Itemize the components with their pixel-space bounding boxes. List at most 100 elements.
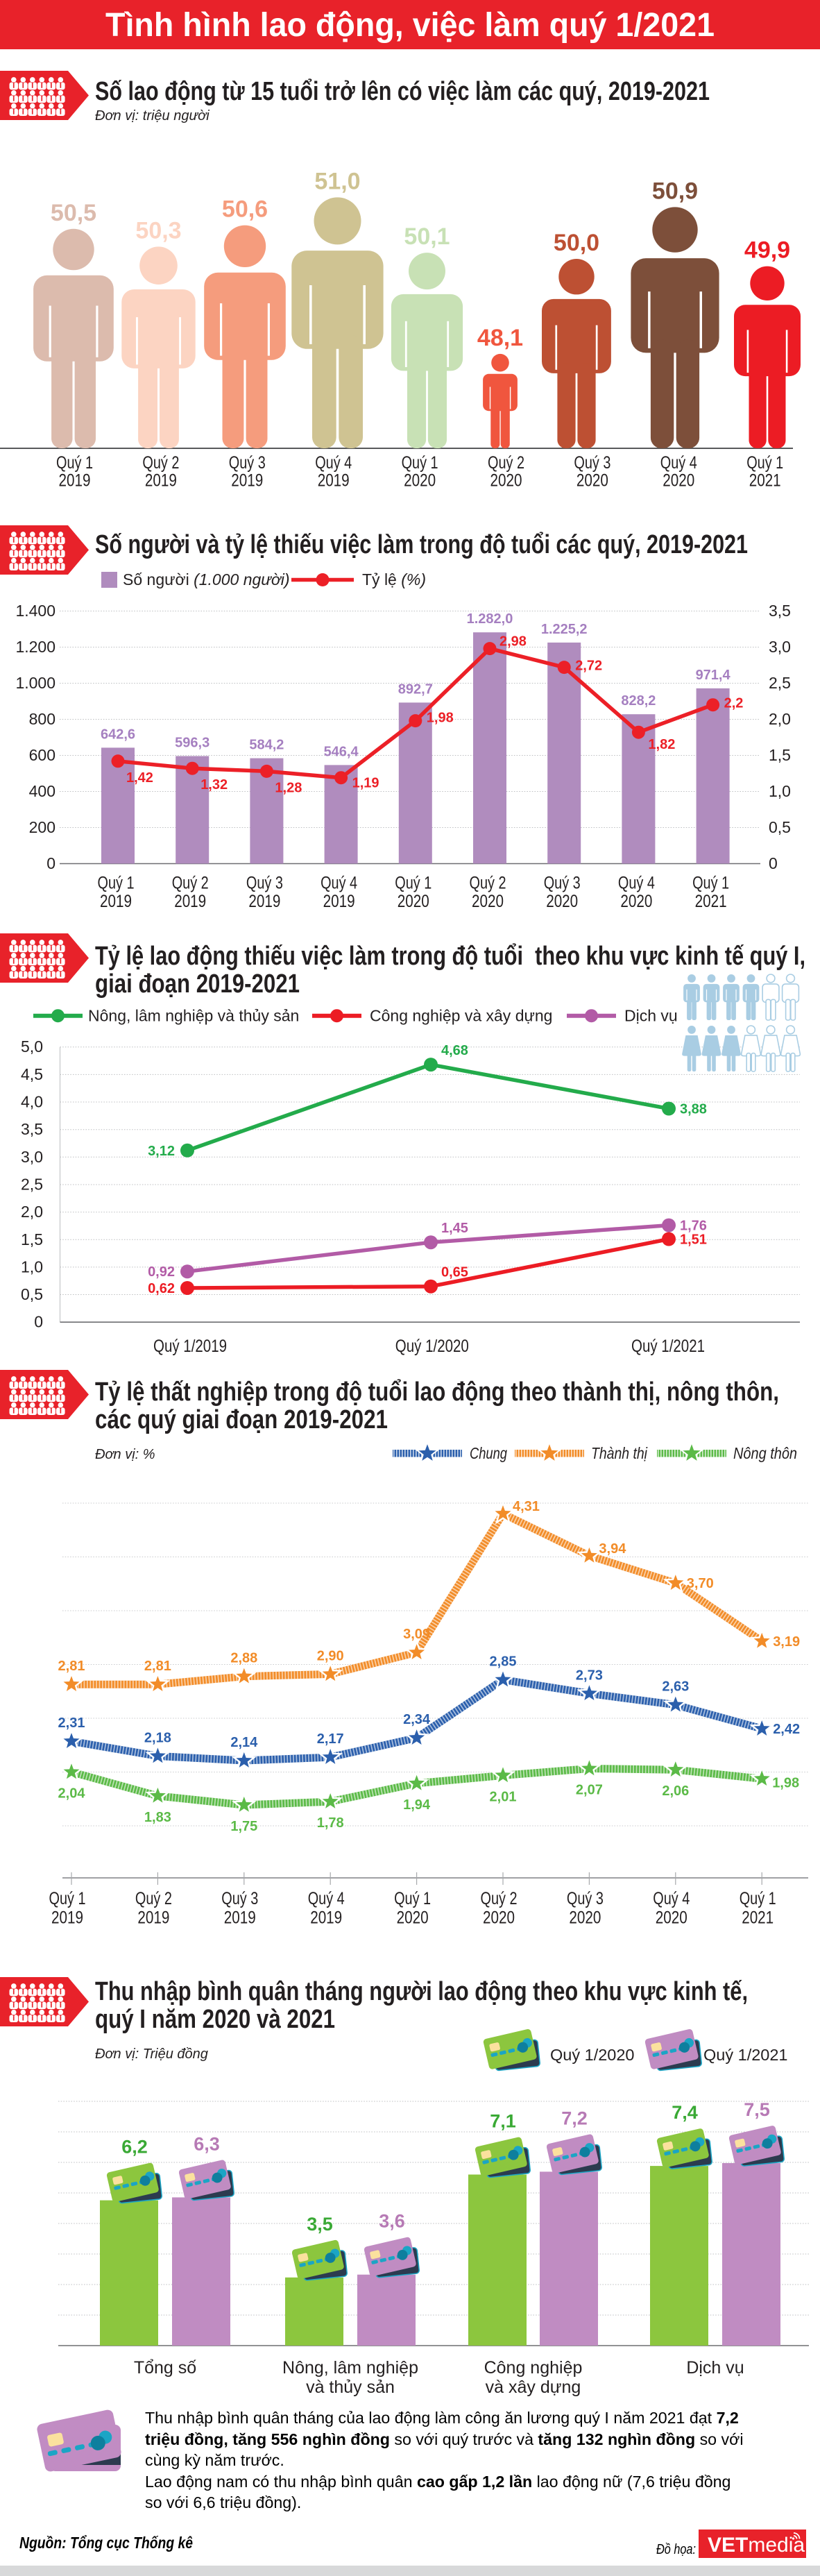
svg-text:2,88: 2,88 — [230, 1651, 257, 1666]
svg-text:1.400: 1.400 — [15, 602, 55, 620]
svg-text:1,76: 1,76 — [680, 1219, 707, 1234]
svg-text:2019: 2019 — [145, 471, 177, 491]
svg-text:0: 0 — [769, 854, 778, 872]
svg-text:và xây dựng: và xây dựng — [486, 2378, 581, 2397]
svg-text:0,65: 0,65 — [441, 1265, 468, 1280]
svg-text:2019: 2019 — [59, 471, 91, 491]
svg-text:0: 0 — [46, 854, 55, 872]
svg-text:50,5: 50,5 — [51, 200, 96, 226]
svg-text:2,31: 2,31 — [58, 1715, 85, 1731]
svg-text:2,5: 2,5 — [769, 674, 791, 692]
svg-text:Quý 1: Quý 1 — [746, 453, 783, 473]
svg-text:0,62: 0,62 — [148, 1281, 175, 1296]
svg-text:1,5: 1,5 — [21, 1230, 43, 1248]
svg-text:2020: 2020 — [490, 471, 522, 491]
svg-text:1.282,0: 1.282,0 — [467, 611, 513, 627]
svg-text:Quý 2: Quý 2 — [481, 1889, 518, 1908]
svg-text:2,90: 2,90 — [317, 1648, 344, 1663]
svg-text:2020: 2020 — [483, 1908, 515, 1928]
svg-text:50,6: 50,6 — [222, 196, 268, 223]
svg-text:2019: 2019 — [318, 471, 350, 491]
svg-text:3,6: 3,6 — [379, 2211, 405, 2232]
svg-text:Thành thị: Thành thị — [591, 1444, 648, 1462]
svg-text:Tỷ lệ lao động thiếu việc làm: Tỷ lệ lao động thiếu việc làm trong độ t… — [95, 942, 805, 971]
svg-text:51,0: 51,0 — [314, 168, 360, 194]
svg-text:3,0: 3,0 — [21, 1148, 43, 1166]
svg-text:Đơn vị: Triệu đồng: Đơn vị: Triệu đồng — [95, 2047, 208, 2062]
svg-text:3,88: 3,88 — [680, 1102, 707, 1117]
svg-text:2020: 2020 — [576, 471, 608, 491]
svg-text:50,9: 50,9 — [652, 178, 698, 204]
svg-text:2,42: 2,42 — [773, 1722, 800, 1737]
svg-text:Tỷ lệ (%): Tỷ lệ (%) — [362, 570, 426, 588]
svg-text:2021: 2021 — [742, 1908, 774, 1928]
svg-text:Dịch vụ: Dịch vụ — [686, 2358, 744, 2378]
svg-text:7,4: 7,4 — [672, 2102, 698, 2123]
svg-text:50,0: 50,0 — [554, 230, 599, 256]
svg-text:Quý 4: Quý 4 — [653, 1889, 690, 1908]
svg-text:2,17: 2,17 — [317, 1731, 344, 1747]
svg-text:quý I năm 2020 và 2021: quý I năm 2020 và 2021 — [95, 2005, 335, 2034]
svg-text:Quý 4: Quý 4 — [321, 874, 357, 893]
svg-text:2020: 2020 — [569, 1908, 601, 1928]
svg-text:2021: 2021 — [695, 892, 727, 911]
svg-text:2020: 2020 — [397, 1908, 429, 1928]
svg-text:2,2: 2,2 — [724, 696, 744, 711]
svg-text:các quý giai đoạn 2019-2021: các quý giai đoạn 2019-2021 — [95, 1405, 388, 1434]
svg-text:Đơn vị: triệu người: Đơn vị: triệu người — [95, 108, 210, 124]
svg-text:400: 400 — [29, 782, 55, 800]
svg-text:6,3: 6,3 — [194, 2133, 220, 2154]
svg-text:2,0: 2,0 — [21, 1203, 43, 1221]
svg-text:6,2: 6,2 — [121, 2137, 148, 2158]
svg-text:3,94: 3,94 — [599, 1541, 626, 1557]
svg-text:Quý 2: Quý 2 — [142, 453, 179, 473]
svg-text:Nông, lâm nghiệp: Nông, lâm nghiệp — [282, 2358, 418, 2378]
svg-text:2019: 2019 — [51, 1908, 83, 1928]
svg-text:và thủy sản: và thủy sản — [306, 2378, 395, 2397]
svg-text:Số người và tỷ lệ thiếu việc l: Số người và tỷ lệ thiếu việc làm trong đ… — [95, 530, 748, 559]
svg-text:0: 0 — [34, 1313, 43, 1331]
svg-text:2021: 2021 — [749, 471, 781, 491]
svg-text:3,5: 3,5 — [307, 2214, 333, 2235]
svg-text:Tình hình lao động, việc làm q: Tình hình lao động, việc làm quý 1/2021 — [105, 7, 715, 44]
svg-text:2,18: 2,18 — [144, 1731, 171, 1746]
svg-text:Quý 1/2020: Quý 1/2020 — [550, 2046, 635, 2064]
svg-text:Quý 1/2021: Quý 1/2021 — [703, 2046, 788, 2064]
svg-text:2,72: 2,72 — [575, 659, 602, 674]
svg-text:1,94: 1,94 — [403, 1797, 431, 1813]
svg-text:1,28: 1,28 — [275, 780, 302, 795]
svg-text:1,51: 1,51 — [680, 1232, 707, 1248]
svg-text:Đơn vị: %: Đơn vị: % — [95, 1447, 155, 1462]
svg-text:Quý 1: Quý 1 — [98, 874, 135, 893]
svg-text:Quý 3: Quý 3 — [246, 874, 283, 893]
svg-text:2020: 2020 — [404, 471, 436, 491]
svg-text:546,4: 546,4 — [324, 744, 359, 759]
svg-text:7,5: 7,5 — [744, 2099, 770, 2120]
svg-text:1,82: 1,82 — [648, 737, 675, 752]
svg-text:600: 600 — [29, 746, 55, 764]
svg-text:Quý 1: Quý 1 — [395, 874, 432, 893]
svg-text:828,2: 828,2 — [621, 693, 656, 709]
svg-text:Quý 3: Quý 3 — [574, 453, 610, 473]
svg-text:2019: 2019 — [224, 1908, 256, 1928]
svg-text:Tổng số: Tổng số — [134, 2358, 196, 2378]
svg-text:Nông, lâm nghiệp và thủy sản: Nông, lâm nghiệp và thủy sản — [88, 1007, 299, 1025]
svg-text:800: 800 — [29, 710, 55, 728]
svg-text:3,0: 3,0 — [769, 638, 791, 656]
svg-text:2020: 2020 — [472, 892, 504, 911]
svg-text:1,0: 1,0 — [769, 782, 791, 800]
svg-text:Quý 1: Quý 1 — [402, 453, 438, 473]
svg-text:4,0: 4,0 — [21, 1093, 43, 1111]
svg-text:2,63: 2,63 — [662, 1679, 689, 1695]
svg-text:2019: 2019 — [310, 1908, 342, 1928]
svg-text:Quý 3: Quý 3 — [221, 1889, 258, 1908]
svg-text:2,73: 2,73 — [576, 1668, 603, 1683]
svg-text:2,85: 2,85 — [490, 1654, 517, 1670]
svg-text:2,81: 2,81 — [58, 1659, 85, 1674]
svg-text:Đồ họa:: Đồ họa: — [656, 2542, 696, 2557]
svg-text:giai đoạn 2019-2021: giai đoạn 2019-2021 — [95, 969, 300, 999]
svg-text:2019: 2019 — [323, 892, 355, 911]
svg-text:5,0: 5,0 — [21, 1037, 43, 1056]
svg-text:1,0: 1,0 — [21, 1257, 43, 1276]
svg-text:2019: 2019 — [137, 1908, 169, 1928]
